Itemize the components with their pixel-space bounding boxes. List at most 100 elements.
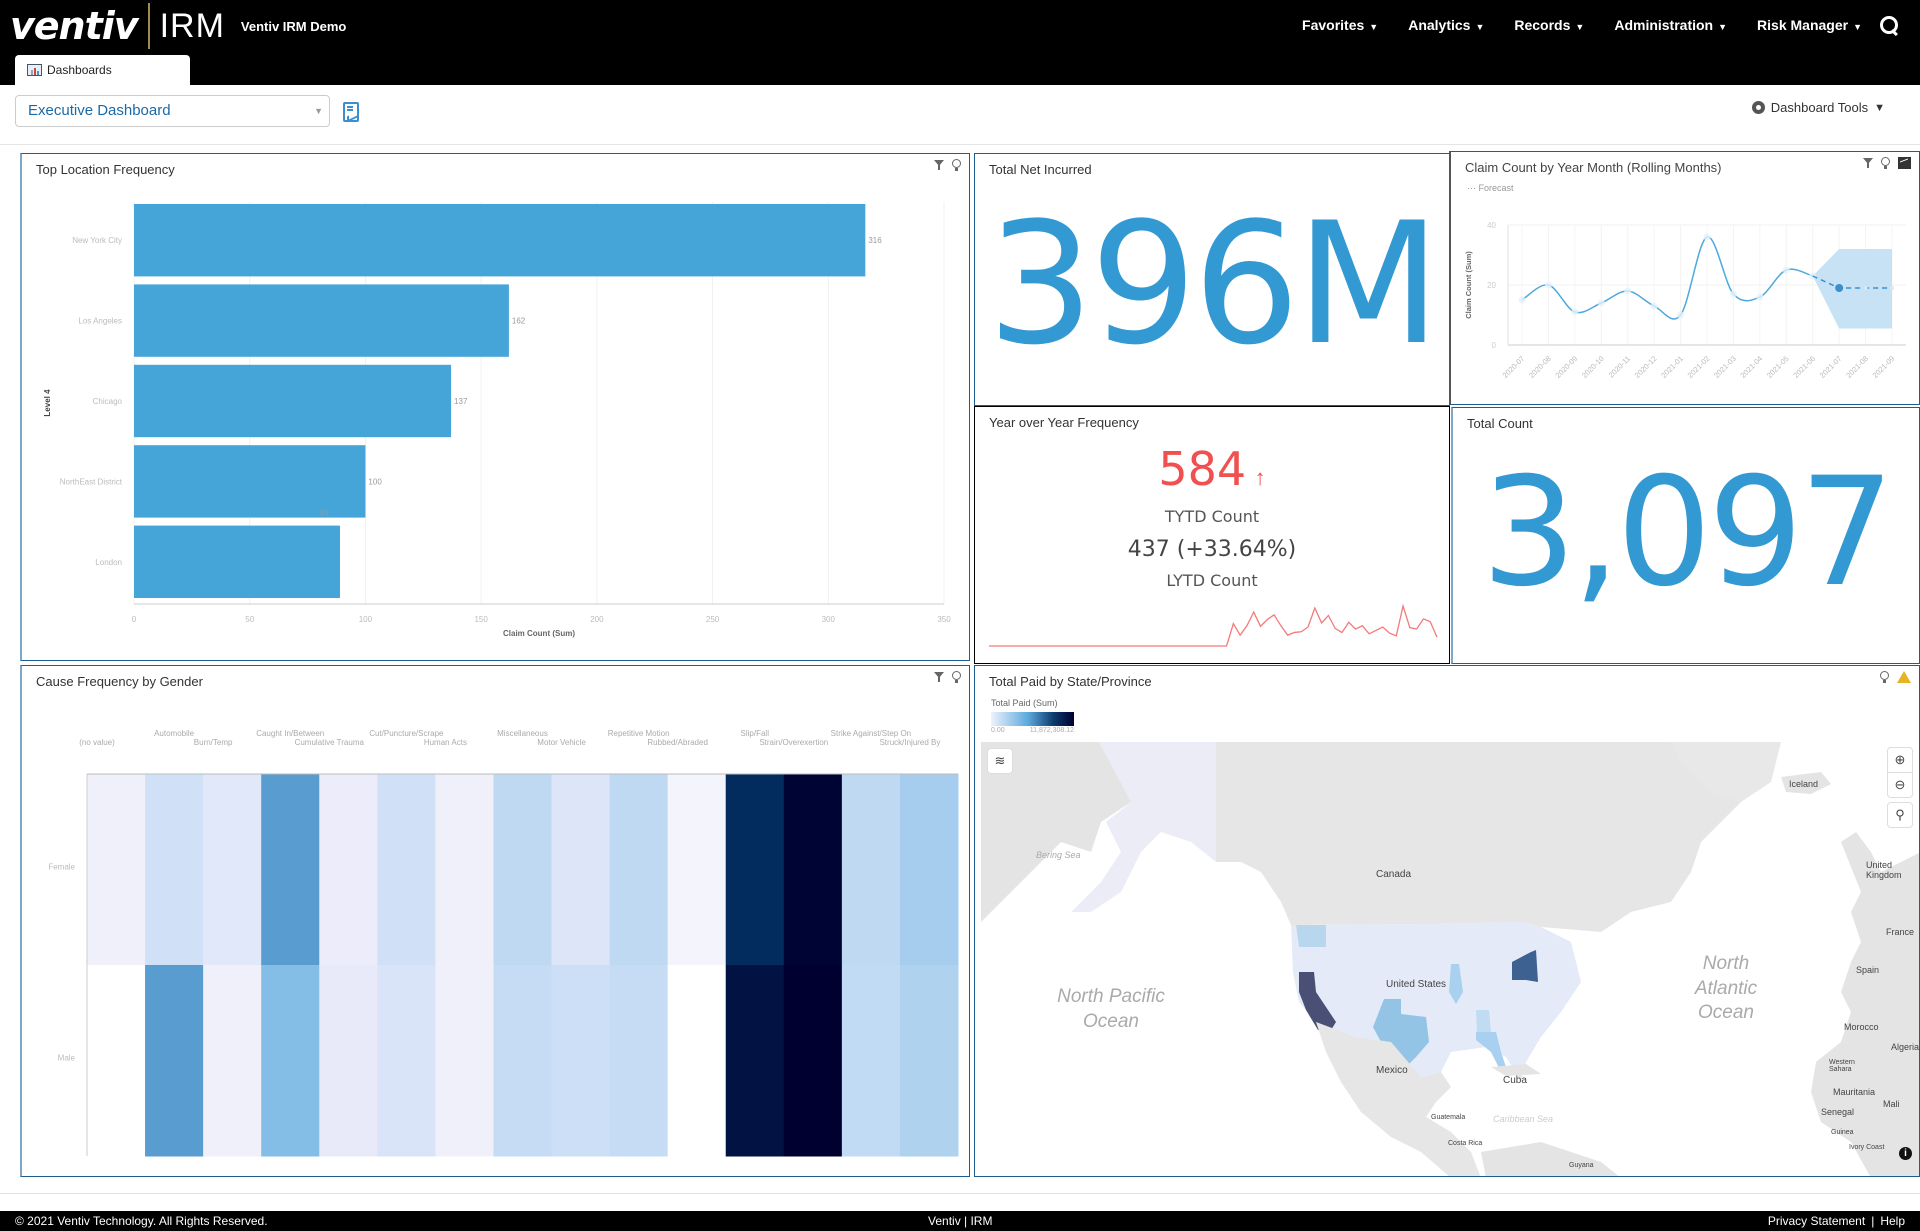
x-tick-label: 2020-09 bbox=[1553, 354, 1579, 380]
x-tick-label: 200 bbox=[590, 615, 604, 624]
search-icon: ⚲ bbox=[1895, 807, 1905, 822]
x-tick-label: Miscellaneous bbox=[497, 729, 548, 738]
data-point bbox=[1518, 296, 1526, 304]
x-tick-label: 2021-09 bbox=[1871, 354, 1897, 380]
heatmap-cell bbox=[261, 965, 320, 1157]
map-zoom-out-button[interactable]: ⊖ bbox=[1887, 772, 1913, 798]
arrow-up-icon: ↑ bbox=[1254, 465, 1266, 490]
lightbulb-icon[interactable] bbox=[1880, 671, 1889, 683]
map-search-button[interactable]: ⚲ bbox=[1887, 802, 1913, 828]
instance-name: Ventiv IRM Demo bbox=[240, 18, 347, 34]
tab-dashboards[interactable]: Dashboards bbox=[15, 55, 190, 85]
y-tick-label: Los Angeles bbox=[78, 317, 122, 326]
chevron-down-icon: ▼ bbox=[1853, 22, 1862, 32]
panel-total-count[interactable]: Total Count 3,097 bbox=[1451, 407, 1920, 664]
x-tick-label: Caught In/Between bbox=[256, 729, 324, 738]
heatmap-cell bbox=[145, 774, 204, 966]
top-navigation-bar: ventiv IRM Ventiv IRM Demo Favorites ▼ An… bbox=[0, 0, 1920, 85]
panel-icons bbox=[1863, 157, 1911, 169]
panel-top-location-frequency[interactable]: Top Location Frequency 0 50 100 150 200 250 30… bbox=[20, 153, 970, 661]
y-axis-title: Level 4 bbox=[43, 389, 52, 417]
nav-analytics[interactable]: Analytics ▼ bbox=[1408, 17, 1484, 33]
lightbulb-icon[interactable] bbox=[952, 159, 961, 171]
x-tick-label: (no value) bbox=[79, 738, 115, 747]
dashboard-select[interactable]: Executive Dashboard ▼ bbox=[15, 95, 330, 127]
copyright: © 2021 Ventiv Technology. All Rights Res… bbox=[15, 1214, 268, 1228]
panel-year-over-year-frequency[interactable]: Year over Year Frequency 584 ↑ TYTD Coun… bbox=[974, 406, 1450, 664]
heatmap-cell bbox=[435, 965, 494, 1157]
forecast-point bbox=[1863, 286, 1868, 290]
filter-icon[interactable] bbox=[934, 159, 944, 171]
logo-brand: ventiv bbox=[10, 4, 139, 48]
map-label-guinea: Guinea bbox=[1831, 1129, 1854, 1136]
data-point bbox=[1782, 266, 1790, 274]
panel-title: Year over Year Frequency bbox=[989, 415, 1139, 430]
panel-title: Cause Frequency by Gender bbox=[36, 674, 203, 689]
nav-records[interactable]: Records ▼ bbox=[1514, 17, 1584, 33]
search-icon[interactable] bbox=[1878, 14, 1900, 36]
x-tick-label: 2020-12 bbox=[1633, 354, 1659, 380]
panel-total-paid-by-state[interactable]: Total Paid by State/Province Total Paid … bbox=[974, 665, 1920, 1177]
x-tick-label: Strike Against/Step On bbox=[831, 729, 912, 738]
heatmap-cell bbox=[319, 965, 378, 1157]
x-tick-label: 150 bbox=[474, 615, 488, 624]
panel-icons bbox=[934, 671, 961, 683]
map-zoom-in-button[interactable]: ⊕ bbox=[1887, 747, 1913, 773]
map-label-us: United States bbox=[1386, 979, 1447, 990]
nav-administration[interactable]: Administration ▼ bbox=[1614, 17, 1727, 33]
y-tick-label: Male bbox=[58, 1054, 76, 1063]
panel-claim-count-by-year-month[interactable]: Claim Count by Year Month (Rolling Month… bbox=[1449, 151, 1920, 405]
map-label-mexico: Mexico bbox=[1376, 1065, 1408, 1076]
lightbulb-icon[interactable] bbox=[952, 671, 961, 683]
panel-icons bbox=[1880, 671, 1911, 683]
legend-min: 0.00 bbox=[991, 727, 1005, 734]
heatmap-cell bbox=[783, 774, 843, 966]
dashboard-tools-button[interactable]: Dashboard Tools ▼ bbox=[1751, 100, 1885, 115]
layers-icon: ≋ bbox=[994, 753, 1006, 768]
nav-label: Analytics bbox=[1408, 17, 1471, 33]
heatmap-cell bbox=[841, 965, 901, 1157]
lytd-value: 437 (+33.64%) bbox=[1127, 537, 1297, 562]
x-tick-label: Burn/Temp bbox=[194, 738, 233, 747]
filter-icon[interactable] bbox=[934, 671, 944, 683]
map-canvas[interactable]: Canada United States Mexico Cuba Guatema… bbox=[981, 742, 1919, 1176]
dash-line-icon: ⋯ bbox=[1467, 183, 1479, 193]
forecast-chart-icon[interactable] bbox=[1898, 157, 1911, 169]
data-label: 316 bbox=[868, 236, 882, 245]
info-icon[interactable]: i bbox=[1899, 1147, 1912, 1160]
panel-total-net-incurred[interactable]: Total Net Incurred 396M bbox=[974, 153, 1450, 406]
y-tick-label: 40 bbox=[1487, 221, 1496, 230]
map-label-uk: United Kingdom bbox=[1866, 860, 1902, 880]
map-land-south-america bbox=[1481, 1142, 1619, 1176]
map-layers-button[interactable]: ≋ bbox=[987, 748, 1013, 774]
warning-icon[interactable] bbox=[1897, 671, 1911, 683]
panel-title: Top Location Frequency bbox=[36, 162, 175, 177]
x-tick-label: Slip/Fall bbox=[741, 729, 770, 738]
legend-max: 11,872,308.12 bbox=[1029, 727, 1074, 734]
lightbulb-icon[interactable] bbox=[1881, 157, 1890, 169]
map-legend-range: 0.00 11,872,308.12 bbox=[991, 727, 1074, 734]
map-label-mali: Mali bbox=[1883, 1099, 1900, 1109]
map-label-canada: Canada bbox=[1376, 869, 1412, 880]
panel-title: Total Paid by State/Province bbox=[989, 674, 1152, 689]
dashboard-icon bbox=[27, 64, 42, 76]
report-icon[interactable] bbox=[343, 102, 359, 122]
app-logo[interactable]: ventiv IRM Ventiv IRM Demo bbox=[10, 2, 346, 50]
x-tick-label: 50 bbox=[245, 615, 254, 624]
nav-label: Records bbox=[1514, 17, 1571, 33]
chevron-down-icon: ▼ bbox=[1369, 22, 1379, 32]
x-tick-label: 2021-05 bbox=[1765, 354, 1791, 380]
help-link[interactable]: Help bbox=[1880, 1214, 1905, 1228]
nav-risk-manager[interactable]: Risk Manager ▼ bbox=[1757, 17, 1862, 33]
dashboard-tools-label: Dashboard Tools bbox=[1770, 100, 1869, 115]
panel-cause-frequency-by-gender[interactable]: Cause Frequency by Gender Female Male (no … bbox=[20, 665, 970, 1177]
nav-favorites[interactable]: Favorites ▼ bbox=[1302, 17, 1378, 33]
heatmap-cell bbox=[261, 774, 320, 966]
filter-icon[interactable] bbox=[1863, 157, 1873, 169]
nav-label: Favorites bbox=[1302, 17, 1365, 33]
privacy-statement-link[interactable]: Privacy Statement bbox=[1767, 1214, 1866, 1228]
tab-label: Dashboards bbox=[47, 63, 112, 77]
x-tick-label: Cut/Puncture/Scrape bbox=[369, 729, 444, 738]
caret-down-icon: ▼ bbox=[1874, 101, 1885, 114]
x-tick-label: 350 bbox=[937, 615, 951, 624]
